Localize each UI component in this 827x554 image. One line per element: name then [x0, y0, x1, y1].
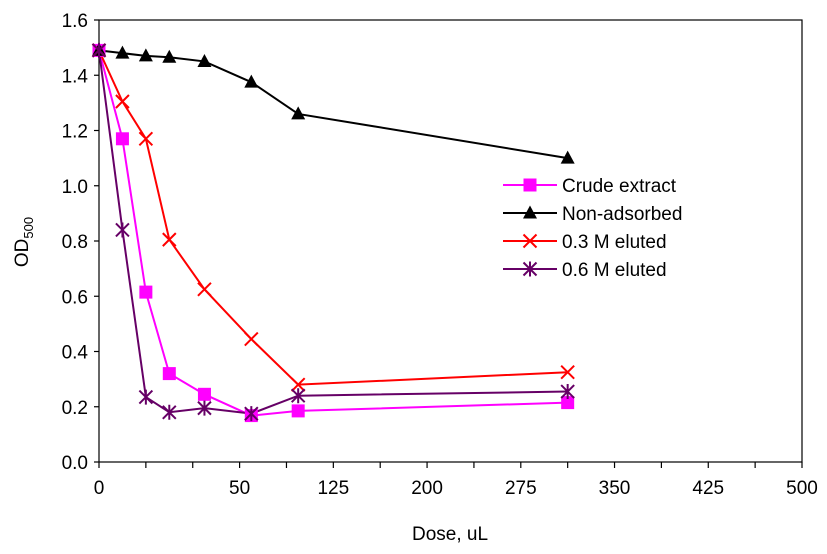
data-point-0-6-m-eluted	[162, 404, 177, 420]
data-point-non-adsorbed	[162, 49, 177, 63]
y-tick-label: 1.2	[62, 122, 88, 143]
legend-marker-0-3-m-eluted	[522, 233, 538, 249]
data-point-non-adsorbed	[115, 45, 130, 59]
y-tick-label: 0.4	[62, 343, 89, 364]
legend-label-crude-extract: Crude extract	[562, 176, 677, 197]
data-point-0-3-m-eluted	[244, 331, 259, 347]
x-tick-label: 425	[692, 478, 724, 499]
data-point-crude-extract	[197, 387, 211, 401]
data-point-non-adsorbed	[138, 48, 153, 62]
data-point-0-6-m-eluted	[138, 389, 154, 405]
data-point-0-6-m-eluted	[560, 384, 575, 400]
data-point-0-3-m-eluted	[115, 94, 130, 109]
data-point-0-6-m-eluted	[290, 388, 306, 404]
x-tick-label: 275	[505, 478, 537, 499]
legend: Crude extract Non-adsorbed 0.3 M eluted 0.6…	[503, 176, 682, 281]
x-tick-label: 0	[94, 478, 105, 499]
data-point-crude-extract	[162, 367, 176, 381]
data-point-non-adsorbed	[197, 53, 212, 67]
series-line-0-6-m-eluted	[98, 50, 568, 415]
data-point-0-6-m-eluted	[197, 400, 212, 416]
data-point-0-3-m-eluted	[290, 377, 306, 392]
data-point-non-adsorbed	[560, 150, 575, 164]
plot-area	[98, 19, 803, 463]
x-tick-label: 125	[317, 478, 349, 499]
legend-marker-crude-extract	[523, 178, 537, 192]
data-point-crude-extract	[291, 404, 305, 418]
series-line-0-3-m-eluted	[98, 49, 568, 386]
legend-marker-non-adsorbed	[523, 205, 537, 219]
series-markers	[91, 42, 575, 423]
data-point-crude-extract	[139, 285, 153, 299]
data-point-0-3-m-eluted	[197, 282, 212, 297]
y-tick-label: 1.0	[62, 177, 88, 198]
y-tick-label: 1.6	[62, 11, 88, 32]
y-tick-label: 0.6	[62, 287, 88, 308]
y-tick-label: 0.2	[62, 398, 88, 419]
data-point-0-3-m-eluted	[162, 232, 177, 247]
x-axis-title: Dose, uL	[412, 524, 488, 545]
x-tick-label: 200	[411, 478, 443, 499]
data-point-0-6-m-eluted	[115, 222, 130, 238]
data-point-0-6-m-eluted	[244, 406, 259, 422]
x-tick-label: 350	[599, 478, 631, 499]
x-tick-label: 50	[229, 478, 250, 499]
data-point-crude-extract	[115, 132, 129, 146]
y-tick-label: 0.8	[62, 232, 88, 253]
x-tick-label: 500	[786, 478, 818, 499]
data-point-0-3-m-eluted	[560, 365, 575, 380]
data-point-non-adsorbed	[244, 74, 259, 88]
x-axis: 0 50 125 200 275 350 425 500	[94, 462, 818, 499]
data-point-0-6-m-eluted	[91, 42, 107, 58]
y-tick-label: 0.0	[62, 453, 88, 474]
series-line-crude-extract	[98, 50, 568, 417]
y-axis-title-subscript: 500	[21, 217, 36, 239]
y-axis-title: OD500	[12, 217, 36, 267]
data-point-crude-extract	[561, 396, 575, 410]
data-point-0-3-m-eluted	[138, 131, 154, 146]
y-tick-label: 1.4	[62, 66, 89, 87]
y-axis: 0.0 0.2 0.4 0.6 0.8 1.0 1.2 1.4 1.6	[62, 11, 99, 474]
legend-label-non-adsorbed: Non-adsorbed	[562, 204, 682, 225]
y-axis-title-main: OD	[12, 239, 33, 268]
legend-marker-0-6-m-eluted	[522, 261, 538, 277]
legend-label-0-3-m-eluted: 0.3 M eluted	[562, 232, 667, 253]
legend-label-0-6-m-eluted: 0.6 M eluted	[562, 260, 667, 281]
data-point-non-adsorbed	[291, 106, 306, 120]
